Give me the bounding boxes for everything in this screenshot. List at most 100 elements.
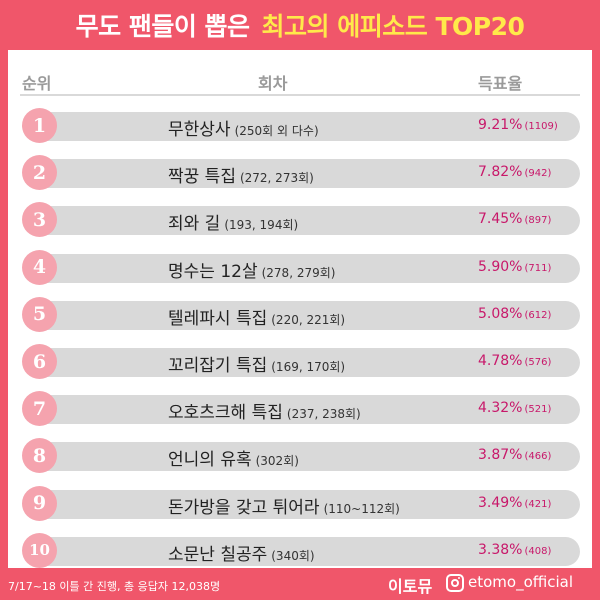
rank-badge: 6 [22,344,57,379]
row-bar [40,300,580,330]
vote-count: (408) [524,545,552,557]
vote-share: 3.49% (421) [478,495,551,511]
instagram-icon [446,574,464,592]
table-header: 순위 회차 득표율 [8,64,592,94]
episode-detail: (272, 273회) [239,171,314,186]
header-votes: 득표율 [478,74,523,93]
ranking-row: 7 오호츠크해 특집 (237, 238회) 4.32% (521) [18,391,580,427]
ranking-row: 9 돈가방을 갖고 튀어라 (110~112회) 3.49% (421) [18,485,580,521]
episode-title: 돈가방을 갖고 튀어라 (110~112회) [168,493,400,518]
vote-share: 7.82% (942) [478,164,551,180]
episode-name: 오호츠크해 특집 [168,403,283,424]
title-part-2: 최고의 에피소드 TOP20 [261,12,525,41]
episode-name: 돈가방을 갖고 튀어라 [168,497,320,518]
episode-name: 무한상사 [168,120,231,140]
survey-note: 7/17~18 이틀 간 진행, 총 응답자 12,038명 [8,580,221,593]
episode-name: 죄와 길 [168,214,221,235]
rank-badge: 4 [22,249,57,285]
episode-title: 무한상사 (250회 외 다수) [168,115,319,140]
ranking-row: 3 죄와 길 (193, 194회) 7.45% (897) [18,202,580,238]
vote-share: 4.32% (521) [478,400,551,416]
vote-percent: 9.21% [478,117,523,133]
instagram-handle: etomo_official [468,573,574,591]
episode-detail: (220, 221회) [271,312,346,327]
header-divider [20,94,580,96]
vote-percent: 5.08% [478,305,523,322]
episode-name: 소문난 칠공주 [168,544,268,565]
vote-percent: 3.38% [478,541,523,558]
row-bar [40,159,580,189]
ranking-row: 1 무한상사 (250회 외 다수) 9.21% (1109) [18,108,580,143]
vote-share: 5.90% (711) [478,259,551,275]
episode-detail: (340회) [271,548,315,563]
episode-detail: (250회 외 다수) [234,124,319,138]
vote-share: 3.38% (408) [478,542,551,558]
vote-percent: 3.87% [478,447,523,464]
row-bar [40,112,580,141]
header-rank: 순위 [22,74,52,93]
ranking-row: 6 꼬리잡기 특집 (169, 170회) 4.78% (576) [18,344,580,379]
vote-percent: 3.49% [478,494,523,511]
vote-percent: 4.32% [478,400,523,417]
episode-title: 텔레파시 특집 (220, 221회) [168,304,345,329]
row-bar [40,442,580,472]
episode-title: 언니의 유혹 (302회) [168,445,299,470]
ranking-row: 2 짝꿍 특집 (272, 273회) 7.82% (942) [18,155,580,191]
ranking-row: 4 명수는 12살 (278, 279회) 5.90% (711) [18,249,580,285]
episode-detail: (302회) [255,454,299,469]
episode-detail: (110~112회) [323,501,400,516]
vote-count: (466) [524,451,552,463]
rank-badge: 5 [22,296,57,332]
rank-badge: 8 [22,438,57,474]
vote-percent: 4.78% [478,353,523,369]
episode-detail: (278, 279회) [261,265,336,280]
brand-name: 이토뮤 [388,577,433,596]
row-bar [40,395,580,425]
row-bar [40,348,580,377]
episode-name: 짝꿍 특집 [168,167,236,188]
episode-title: 짝꿍 특집 (272, 273회) [168,162,314,187]
vote-percent: 5.90% [478,258,523,275]
rank-badge: 9 [22,485,57,521]
rank-badge: 7 [22,391,57,427]
row-bar [40,253,580,283]
ranking-row: 10 소문난 칠공주 (340회) 3.38% (408) [18,532,580,568]
episode-detail: (237, 238회) [286,407,361,422]
episode-detail: (193, 194회) [224,218,299,233]
episode-name: 명수는 12살 [168,261,258,282]
vote-share: 9.21% (1109) [478,117,558,133]
episode-name: 꼬리잡기 특집 [168,356,268,376]
header-episode: 회차 [258,74,288,93]
row-bar [40,536,580,566]
vote-count: (521) [524,404,552,416]
rank-badge: 1 [22,108,57,143]
ranking-row: 5 텔레파시 특집 (220, 221회) 5.08% (612) [18,296,580,332]
ranking-row: 8 언니의 유혹 (302회) 3.87% (466) [18,438,580,474]
footer: 7/17~18 이틀 간 진행, 총 응답자 12,038명 이토뮤 etomo… [0,568,600,600]
title-part-1: 무도 팬들이 뽑은 [75,12,250,41]
vote-count: (612) [524,309,552,321]
vote-share: 4.78% (576) [478,353,551,369]
vote-share: 5.08% (612) [478,306,551,322]
episode-title: 죄와 길 (193, 194회) [168,209,298,234]
episode-detail: (169, 170회) [271,360,346,374]
rank-badge: 10 [22,532,57,568]
vote-count: (576) [524,357,552,368]
vote-percent: 7.45% [478,211,523,228]
rank-badge: 3 [22,202,57,238]
episode-name: 언니의 유혹 [168,450,252,471]
page-title: 무도 팬들이 뽑은 최고의 에피소드 TOP20 [0,0,600,50]
vote-count: (711) [524,262,552,274]
episode-name: 텔레파시 특집 [168,308,268,329]
episode-title: 소문난 칠공주 (340회) [168,540,315,565]
vote-share: 3.87% (466) [478,447,551,463]
row-bar [40,206,580,236]
vote-count: (942) [524,168,552,180]
vote-count: (897) [524,215,552,227]
episode-title: 명수는 12살 (278, 279회) [168,257,335,282]
vote-share: 7.45% (897) [478,211,551,227]
episode-title: 꼬리잡기 특집 (169, 170회) [168,351,345,376]
ranking-panel: 순위 회차 득표율 1 무한상사 (250회 외 다수) 9.21% (1109) 2 짝꿍… [8,50,592,568]
episode-title: 오호츠크해 특집 (237, 238회) [168,398,361,423]
rank-badge: 2 [22,155,57,191]
